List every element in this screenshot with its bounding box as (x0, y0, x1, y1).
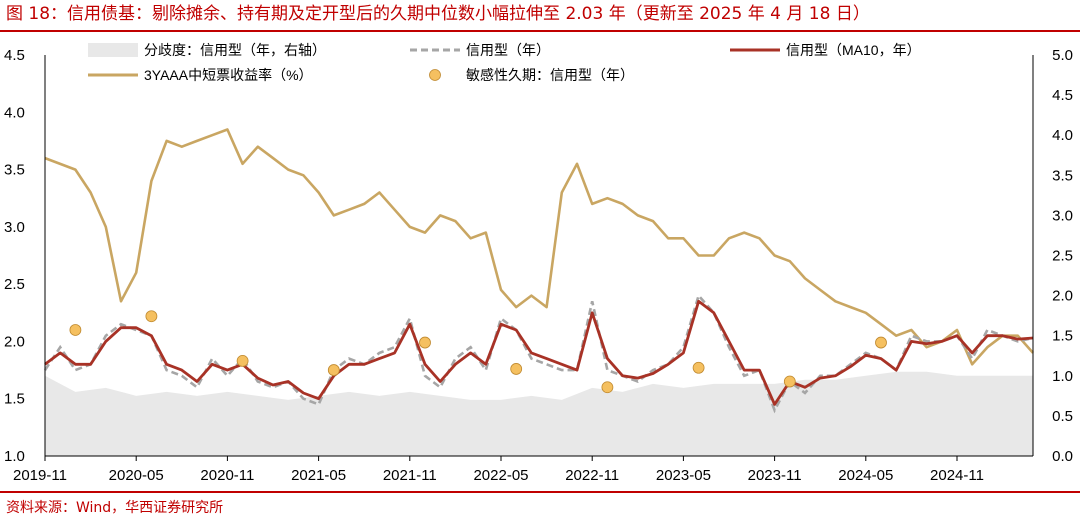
y-tick-left: 4.0 (4, 104, 25, 121)
y-tick-right: 1.0 (1052, 368, 1073, 385)
legend-label-ma10: 信用型（MA10，年） (786, 42, 921, 58)
yield-line (44, 128, 1034, 366)
y-tick-left: 3.5 (4, 162, 25, 179)
sensitivity-dot (419, 336, 431, 349)
x-tick-label: 2024-11 (930, 467, 984, 484)
title-rule (0, 30, 1080, 32)
source-rule (0, 491, 1080, 493)
y-tick-left: 2.0 (4, 333, 25, 350)
y-tick-right: 5.0 (1052, 47, 1073, 64)
legend-label-dispersion: 分歧度：信用型（年，右轴） (144, 42, 326, 58)
x-tick-label: 2023-05 (656, 467, 711, 484)
x-tick-label: 2024-05 (838, 467, 893, 484)
y-tick-right: 1.5 (1052, 328, 1073, 345)
y-tick-right: 2.0 (1052, 288, 1073, 305)
sensitivity-dot (601, 381, 614, 394)
y-tick-left: 3.0 (4, 219, 25, 236)
sensitivity-dot (510, 363, 523, 375)
legend-label-dot: 敏感性久期：信用型（年） (466, 67, 634, 83)
y-tick-right: 4.0 (1052, 127, 1073, 144)
y-tick-right: 3.5 (1052, 167, 1073, 184)
x-tick-label: 2020-11 (200, 467, 254, 484)
axes-layer: 1.0 1.5 2.0 2.5 3.0 3.5 4.0 4.5 0.0 0.5 1.0 1.5 2.0 2… (4, 47, 1073, 484)
sensitivity-dot (69, 324, 82, 336)
dispersion-area (45, 371, 1033, 456)
legend: 分歧度：信用型（年，右轴） 信用型（年） 信用型（MA10，年） 3YAAA中短票收益… (88, 42, 921, 83)
figure-title: 图 18：信用债基：剔除摊余、持有期及定开型后的久期中位数小幅拉伸至 2.03 … (6, 4, 870, 24)
sensitivity-dots-layer (69, 310, 887, 394)
y-tick-right: 4.5 (1052, 87, 1073, 104)
x-tick-label: 2022-11 (565, 467, 619, 484)
source-note: 资料来源：Wind，华西证券研究所 (6, 500, 224, 516)
y-tick-right: 2.5 (1052, 248, 1073, 265)
x-tick-label: 2021-05 (291, 467, 346, 484)
y-tick-left: 1.5 (4, 391, 25, 408)
y-tick-left: 1.0 (4, 448, 25, 465)
legend-label-yield: 3YAAA中短票收益率（%） (144, 67, 313, 83)
x-tick-label: 2023-11 (748, 467, 802, 484)
x-tick-label: 2022-05 (473, 467, 528, 484)
credit-dashed-line (43, 292, 1034, 414)
legend-label-dashed: 信用型（年） (466, 42, 550, 58)
y-tick-right: 0.0 (1052, 448, 1073, 465)
series-lines-layer (43, 128, 1034, 414)
sensitivity-dot (875, 336, 887, 349)
sensitivity-dot (783, 375, 796, 388)
x-tick-label: 2021-11 (383, 467, 437, 484)
sensitivity-dot (692, 361, 705, 374)
dispersion-area-layer (45, 371, 1033, 456)
y-tick-right: 3.0 (1052, 207, 1073, 224)
sensitivity-dot (327, 364, 340, 376)
y-tick-right: 0.5 (1052, 408, 1073, 425)
x-tick-label: 2019-11 (13, 467, 67, 484)
legend-swatch-dispersion (88, 43, 138, 57)
sensitivity-dot (236, 355, 249, 367)
sensitivity-dot (145, 310, 158, 323)
y-tick-left: 4.5 (4, 47, 25, 64)
y-tick-left: 2.5 (4, 276, 25, 293)
legend-swatch-dot (429, 69, 441, 81)
credit-ma10-line (44, 299, 1034, 406)
x-tick-label: 2020-05 (109, 467, 164, 484)
